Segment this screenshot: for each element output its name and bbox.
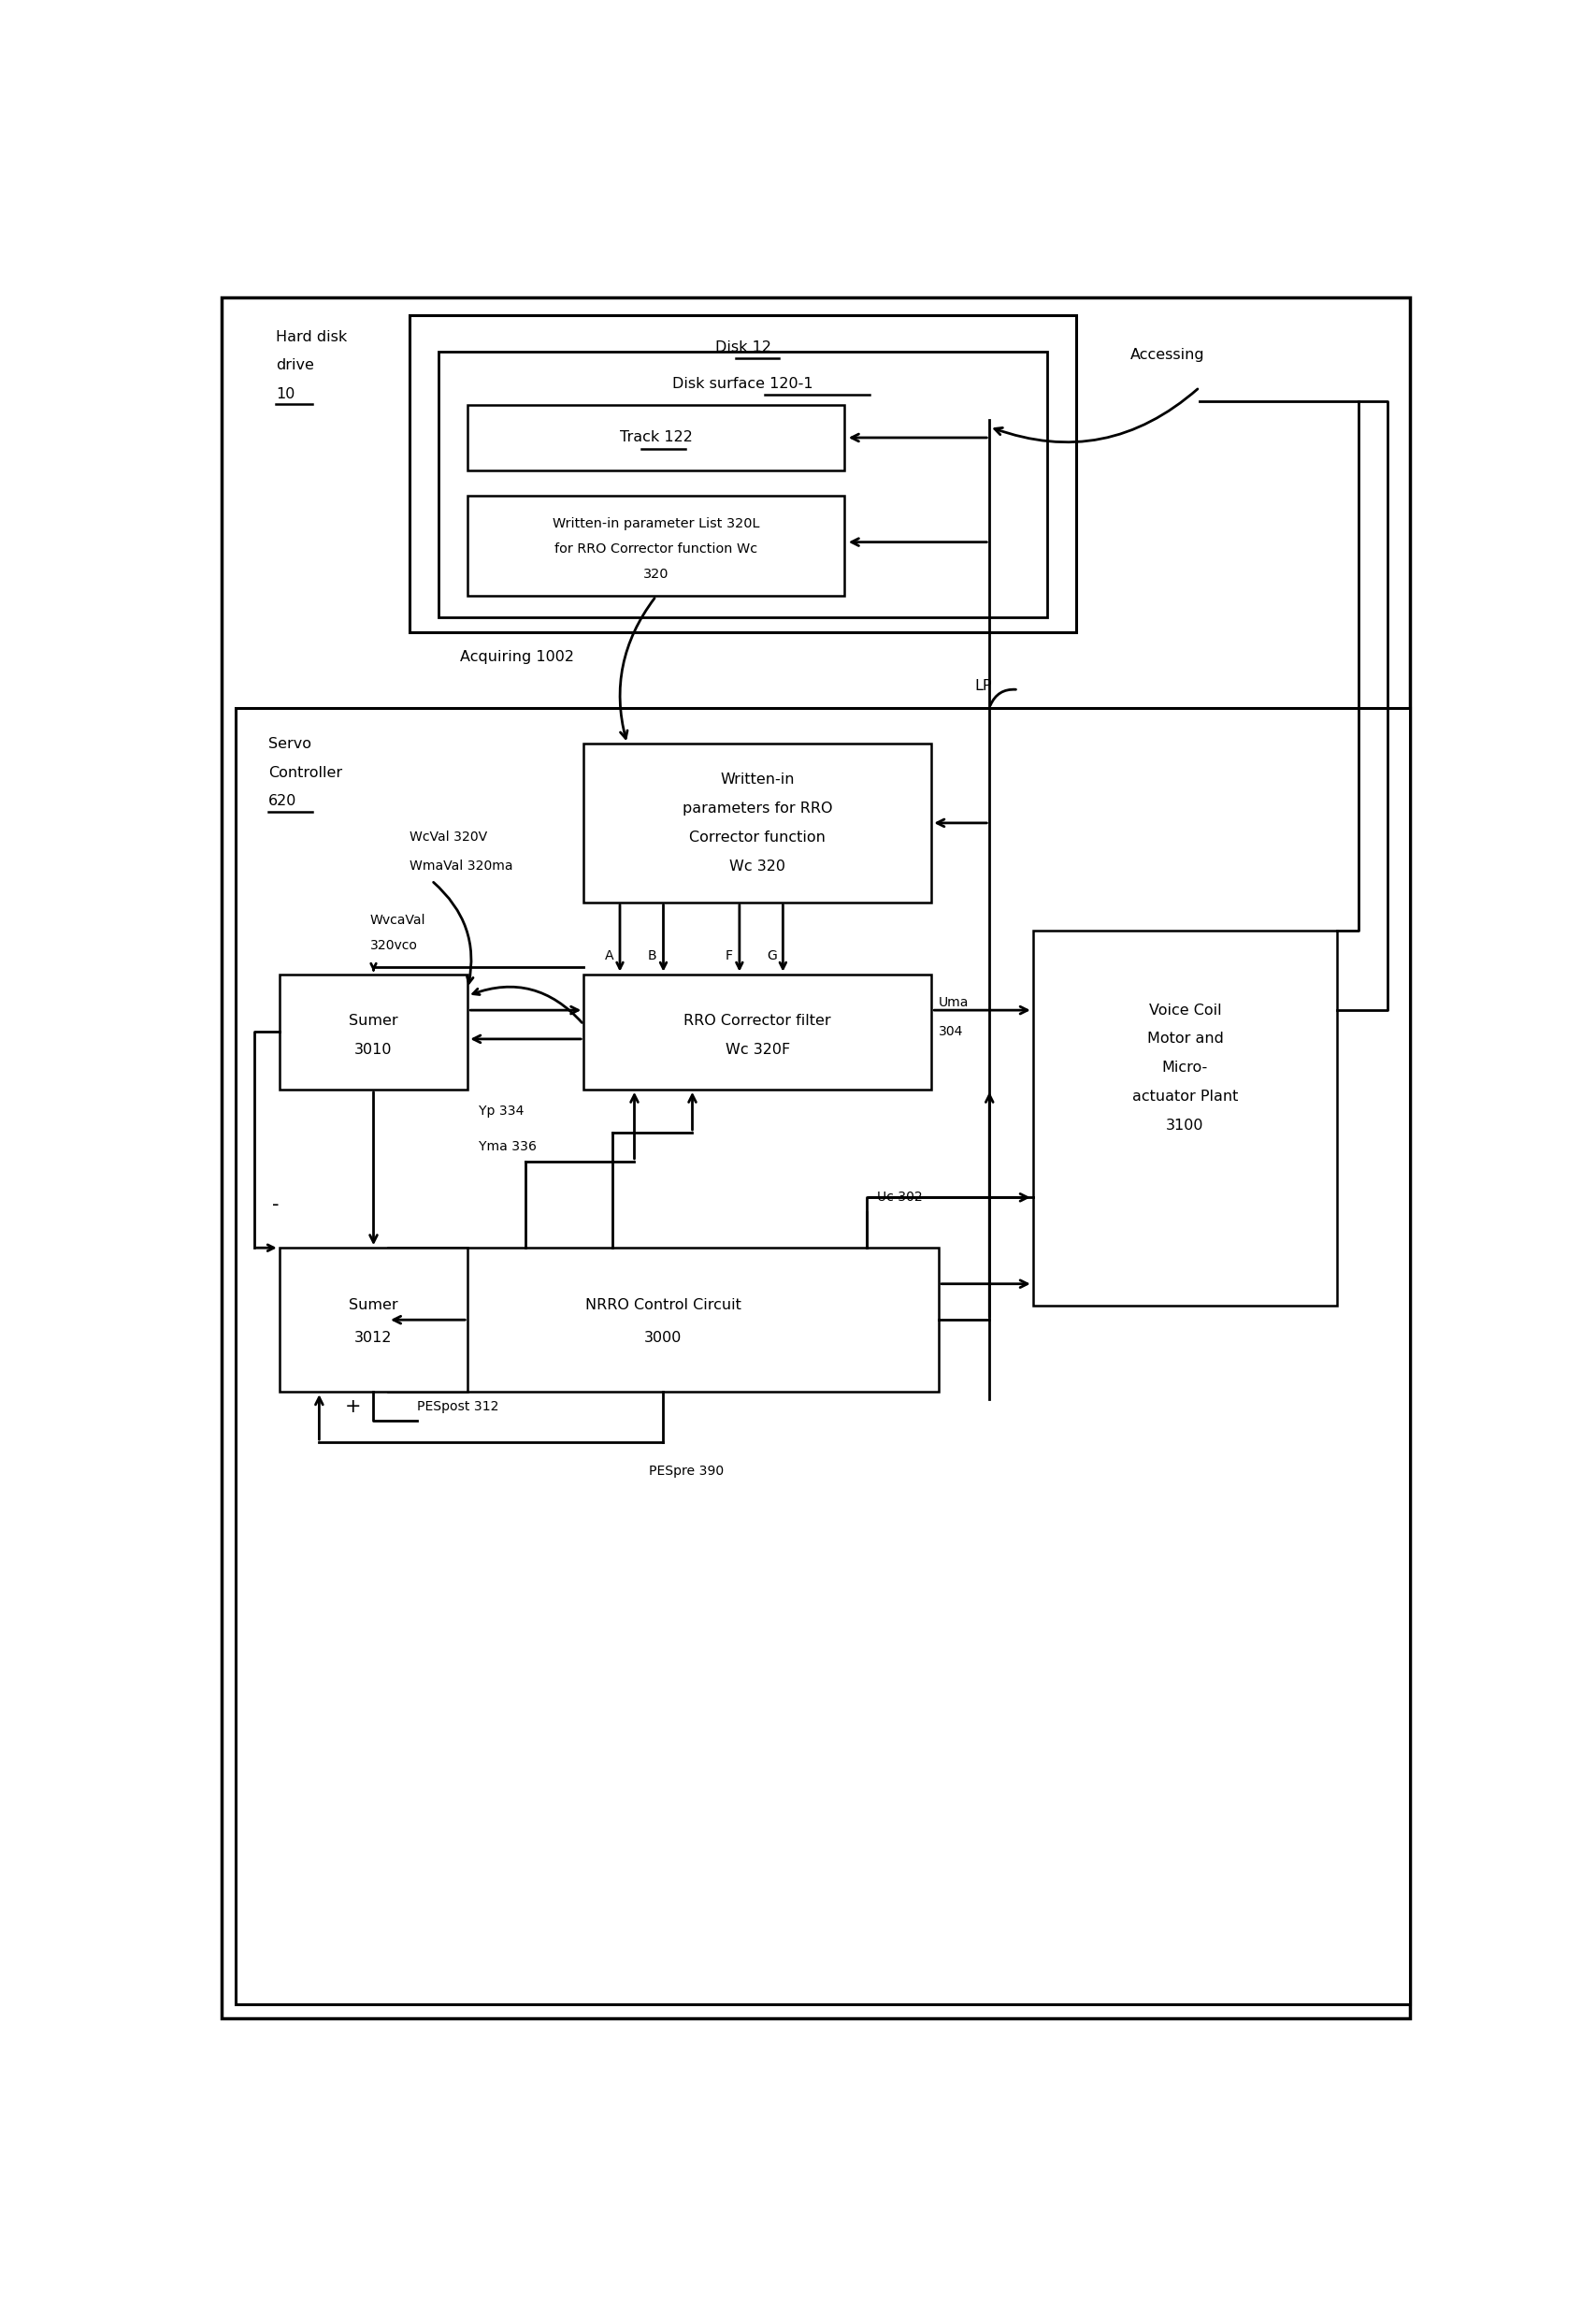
Text: Track 122: Track 122 (619, 430, 693, 446)
Text: WvcaVal: WvcaVal (370, 914, 425, 926)
Text: Servo: Servo (268, 737, 311, 751)
Text: LP: LP (975, 680, 991, 694)
Bar (1033, 930, 1336, 1305)
Text: Wc 320F: Wc 320F (725, 1043, 790, 1057)
Text: 3010: 3010 (354, 1043, 393, 1057)
Text: RRO Corrector filter: RRO Corrector filter (683, 1013, 832, 1029)
Text: 3000: 3000 (645, 1330, 681, 1344)
Bar (583, 974, 930, 1089)
Text: Motor and: Motor and (1146, 1031, 1223, 1045)
Text: 3012: 3012 (354, 1330, 393, 1344)
Text: 320: 320 (643, 567, 669, 581)
Text: Controller: Controller (268, 765, 342, 779)
Text: 320vco: 320vco (370, 939, 417, 951)
Text: Written-in: Written-in (720, 772, 795, 788)
Text: Hard disk: Hard disk (276, 331, 346, 345)
Text: Voice Coil: Voice Coil (1148, 1004, 1221, 1018)
Text: Yma 336: Yma 336 (479, 1142, 536, 1153)
Text: +: + (345, 1397, 361, 1415)
Text: Micro-: Micro- (1162, 1061, 1208, 1075)
Text: PESpre 390: PESpre 390 (648, 1465, 723, 1477)
Text: F: F (725, 949, 733, 962)
Text: 3100: 3100 (1165, 1119, 1203, 1132)
Text: -: - (271, 1194, 279, 1215)
Text: Disk 12: Disk 12 (715, 340, 771, 354)
Text: B: B (648, 949, 656, 962)
Bar (279, 974, 468, 1089)
Bar (236, 707, 1409, 2003)
Text: WcVal 320V: WcVal 320V (410, 832, 487, 843)
Text: Yp 334: Yp 334 (479, 1105, 523, 1119)
Text: 304: 304 (938, 1024, 962, 1038)
Text: Wc 320: Wc 320 (729, 859, 785, 873)
Bar (388, 1247, 938, 1392)
Text: G: G (766, 949, 777, 962)
Bar (583, 744, 930, 903)
Text: Sumer: Sumer (348, 1298, 397, 1312)
Text: Sumer: Sumer (348, 1013, 397, 1029)
Text: Uc 302: Uc 302 (876, 1190, 922, 1204)
Bar (468, 404, 844, 471)
Text: drive: drive (276, 358, 314, 372)
Bar (279, 1247, 468, 1392)
Text: Disk surface 120-1: Disk surface 120-1 (672, 377, 812, 390)
Text: Corrector function: Corrector function (689, 829, 825, 845)
Bar (410, 315, 1076, 632)
Text: WmaVal 320ma: WmaVal 320ma (410, 859, 512, 873)
Text: 10: 10 (276, 388, 295, 402)
Text: 620: 620 (268, 795, 297, 809)
Text: Written-in parameter List 320L: Written-in parameter List 320L (552, 517, 760, 531)
Text: NRRO Control Circuit: NRRO Control Circuit (586, 1298, 741, 1312)
Text: Acquiring 1002: Acquiring 1002 (460, 650, 575, 664)
Text: Uma: Uma (938, 997, 969, 1011)
Text: for RRO Corrector function Wc: for RRO Corrector function Wc (554, 542, 757, 556)
Text: A: A (605, 949, 613, 962)
Bar (439, 351, 1047, 618)
Text: PESpost 312: PESpost 312 (417, 1399, 498, 1413)
Bar (468, 496, 844, 597)
Text: Accessing: Accessing (1130, 347, 1205, 363)
Text: actuator Plant: actuator Plant (1132, 1089, 1237, 1103)
Text: parameters for RRO: parameters for RRO (681, 802, 832, 815)
